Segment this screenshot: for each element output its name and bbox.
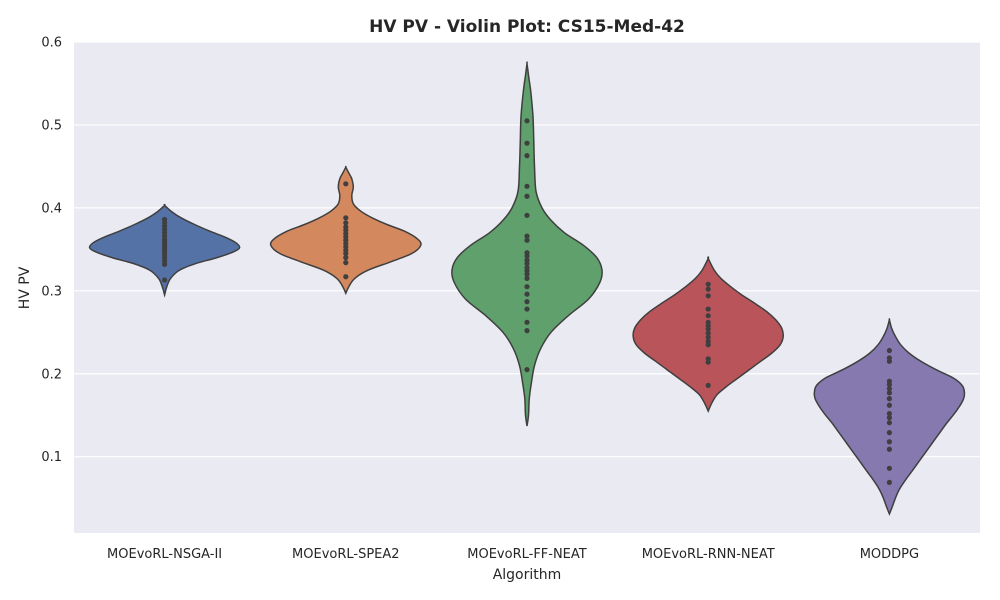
x-tick-label: MOEvoRL-RNN-NEAT	[642, 547, 775, 562]
data-point	[524, 118, 530, 124]
y-tick-label: 0.3	[41, 284, 62, 299]
data-point	[886, 420, 893, 426]
data-point	[705, 306, 711, 312]
data-point	[886, 390, 893, 396]
data-point	[705, 313, 711, 319]
data-point	[705, 338, 711, 345]
data-point	[705, 286, 711, 292]
data-point	[343, 260, 349, 266]
data-point	[886, 446, 893, 452]
data-point	[162, 216, 168, 223]
y-tick-label: 0.5	[41, 118, 62, 133]
data-point	[705, 356, 711, 362]
x-tick-label: MOEvoRL-SPEA2	[292, 547, 400, 562]
data-point	[524, 257, 530, 263]
data-point	[524, 212, 530, 218]
violin-3	[451, 61, 603, 427]
data-point	[886, 479, 893, 486]
y-tick-label: 0.1	[41, 450, 62, 465]
data-point	[886, 347, 893, 354]
y-tick-label: 0.2	[41, 367, 62, 382]
data-point	[886, 415, 893, 421]
data-point	[343, 224, 349, 230]
data-point	[705, 382, 711, 388]
data-point	[524, 306, 530, 312]
data-point	[524, 319, 530, 325]
violin-1	[88, 203, 241, 298]
data-point	[524, 284, 530, 290]
x-tick-label: MOEvoRL-FF-NEAT	[467, 547, 587, 562]
x-axis-label: Algorithm	[493, 567, 562, 583]
data-point	[524, 328, 530, 334]
violin-2	[269, 165, 422, 296]
x-tick-label: MODDPG	[860, 547, 919, 562]
data-point	[524, 264, 530, 271]
data-point	[886, 378, 893, 384]
data-point	[705, 330, 711, 336]
data-point	[524, 275, 530, 281]
data-point	[162, 277, 168, 283]
data-point	[524, 237, 530, 243]
y-axis-label: HV PV	[17, 266, 33, 309]
data-point	[705, 293, 711, 299]
data-point	[343, 274, 349, 280]
data-point	[886, 410, 893, 417]
data-point	[886, 430, 893, 436]
data-point	[524, 153, 530, 159]
data-point	[886, 386, 893, 392]
violin-5	[813, 318, 966, 516]
data-point	[886, 465, 893, 471]
data-point	[343, 215, 349, 221]
y-tick-label: 0.6	[41, 36, 62, 51]
y-tick-label: 0.4	[41, 201, 62, 216]
violin-4	[632, 256, 784, 414]
data-point	[524, 193, 530, 199]
data-point	[524, 140, 530, 146]
data-point	[524, 233, 530, 239]
data-point	[705, 281, 711, 287]
data-point	[886, 402, 893, 408]
data-point	[343, 220, 349, 226]
x-axis-ticks: MOEvoRL-NSGA-II MOEvoRL-SPEA2 MOEvoRL-FF-N…	[107, 547, 919, 562]
data-point	[886, 355, 893, 361]
data-point	[705, 319, 711, 325]
violin-body	[451, 61, 603, 427]
y-axis-ticks: 0.1 0.2 0.3 0.4 0.5 0.6	[41, 36, 62, 466]
data-point	[524, 291, 530, 297]
data-point	[524, 183, 530, 189]
data-point	[343, 255, 349, 261]
data-point	[886, 396, 893, 402]
data-point	[705, 334, 711, 340]
data-point	[524, 367, 530, 373]
data-point	[343, 181, 349, 187]
data-point	[886, 439, 893, 445]
data-point	[524, 250, 530, 256]
violins	[88, 61, 966, 516]
data-point	[524, 298, 530, 305]
chart-title: HV PV - Violin Plot: CS15-Med-42	[369, 17, 685, 37]
x-tick-label: MOEvoRL-NSGA-II	[107, 547, 222, 562]
